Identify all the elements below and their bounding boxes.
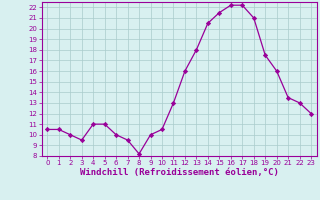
X-axis label: Windchill (Refroidissement éolien,°C): Windchill (Refroidissement éolien,°C): [80, 168, 279, 177]
